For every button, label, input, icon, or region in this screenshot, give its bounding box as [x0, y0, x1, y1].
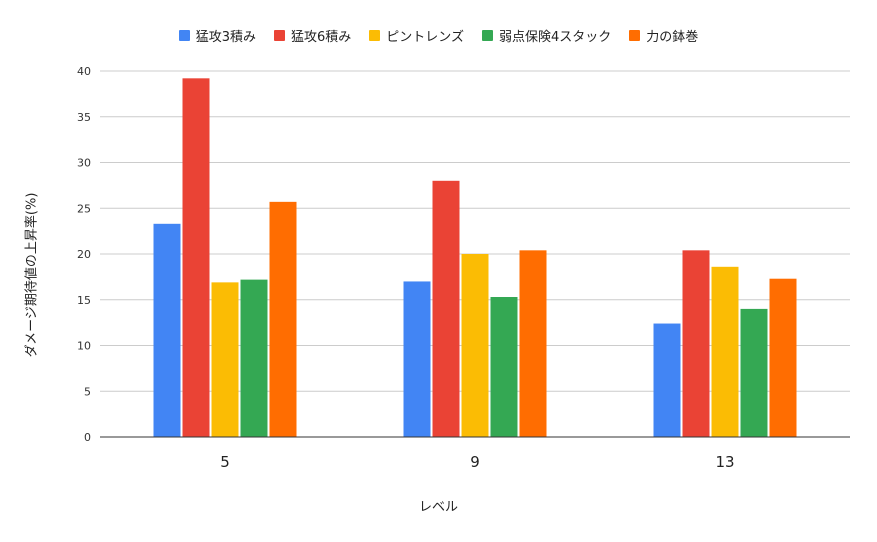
- chart-legend: 猛攻3積み 猛攻6積み ピントレンズ 弱点保険4スタック 力の鉢巻: [0, 26, 877, 45]
- legend-label: 弱点保険4スタック: [499, 30, 612, 45]
- legend-swatch: [273, 30, 285, 41]
- bar: [269, 201, 297, 437]
- x-tick-label: 5: [220, 453, 230, 471]
- bar: [740, 308, 768, 437]
- legend-label: ピントレンズ: [386, 30, 464, 45]
- y-tick-label: 25: [77, 202, 91, 215]
- legend-swatch: [178, 30, 190, 41]
- bar: [519, 250, 547, 437]
- bars: [153, 78, 797, 438]
- legend-swatch: [369, 30, 381, 41]
- legend-label: 猛攻3積み: [195, 30, 256, 45]
- y-tick-label: 30: [77, 157, 91, 170]
- y-tick-label: 40: [77, 65, 91, 78]
- y-axis-label: ダメージ期待値の上昇率(%): [24, 192, 40, 358]
- bar: [490, 297, 518, 437]
- legend-swatch: [482, 30, 493, 41]
- y-axis-label-wrap: ダメージ期待値の上昇率(%): [10, 193, 50, 358]
- x-tick-label: 13: [715, 453, 734, 471]
- bar: [461, 254, 489, 437]
- bar: [211, 282, 239, 437]
- bar: [769, 278, 797, 437]
- y-tick-label: 0: [84, 431, 91, 444]
- legend-item: 猛攻6積み: [273, 26, 352, 45]
- y-tick-label: 20: [77, 248, 91, 261]
- legend-label: 猛攻6積み: [290, 30, 352, 45]
- bar: [153, 223, 181, 437]
- y-tick-label: 10: [77, 340, 91, 353]
- legend-label: 力の鉢巻: [646, 30, 699, 45]
- y-tick-label: 5: [84, 385, 91, 398]
- legend-item: ピントレンズ: [369, 26, 464, 45]
- bar: [711, 266, 739, 437]
- x-tick-labels: 5 9 13: [220, 453, 734, 471]
- y-tick-label: 35: [77, 111, 91, 124]
- legend-item: 力の鉢巻: [629, 26, 698, 45]
- legend-item: 猛攻3積み: [178, 26, 256, 45]
- y-tick-label: 15: [77, 294, 91, 307]
- x-axis-label: レベル: [418, 500, 458, 515]
- legend-item: 弱点保険4スタック: [482, 26, 611, 45]
- bar: [240, 279, 268, 437]
- x-tick-label: 9: [470, 453, 480, 471]
- legend-swatch: [629, 30, 641, 41]
- bar: [682, 250, 710, 437]
- bar: [432, 180, 460, 438]
- bar: [653, 323, 681, 437]
- y-tick-labels: 0 5 10 15 20 25 30 35 40: [77, 65, 91, 444]
- bar: [182, 78, 210, 437]
- bar: [403, 281, 431, 437]
